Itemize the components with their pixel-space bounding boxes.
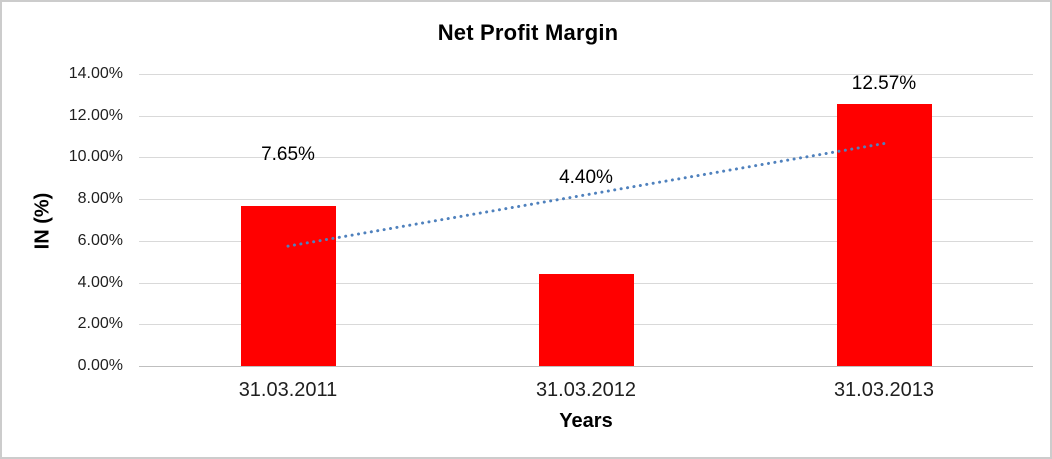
gridline bbox=[139, 74, 1033, 75]
y-tick-label: 2.00% bbox=[77, 315, 123, 333]
x-tick-label: 31.03.2012 bbox=[535, 379, 637, 401]
x-axis-line bbox=[139, 366, 1033, 367]
gridline bbox=[139, 115, 1033, 117]
data-label: 4.40% bbox=[559, 167, 613, 188]
data-label: 7.65% bbox=[261, 144, 315, 165]
x-tick-label: 31.03.2011 bbox=[238, 379, 338, 401]
y-tick-label: 14.00% bbox=[68, 65, 123, 82]
chart-title: Net Profit Margin bbox=[437, 20, 619, 45]
y-tick-label: 10.00% bbox=[68, 148, 123, 166]
y-tick-label: 8.00% bbox=[77, 190, 123, 208]
y-tick-label: 0.00% bbox=[77, 357, 123, 374]
bar-31.03.2013 bbox=[836, 103, 932, 366]
x-tick-label: 31.03.2013 bbox=[833, 379, 935, 401]
y-tick-label: 4.00% bbox=[77, 273, 123, 291]
data-label: 12.57% bbox=[851, 73, 917, 94]
y-tick-label: 12.00% bbox=[68, 106, 123, 124]
bar-31.03.2012 bbox=[538, 274, 634, 366]
x-axis-title: Years bbox=[559, 410, 613, 432]
bar-31.03.2011 bbox=[240, 206, 336, 366]
y-tick-label: 6.00% bbox=[77, 231, 123, 249]
trendline-path bbox=[286, 142, 886, 248]
